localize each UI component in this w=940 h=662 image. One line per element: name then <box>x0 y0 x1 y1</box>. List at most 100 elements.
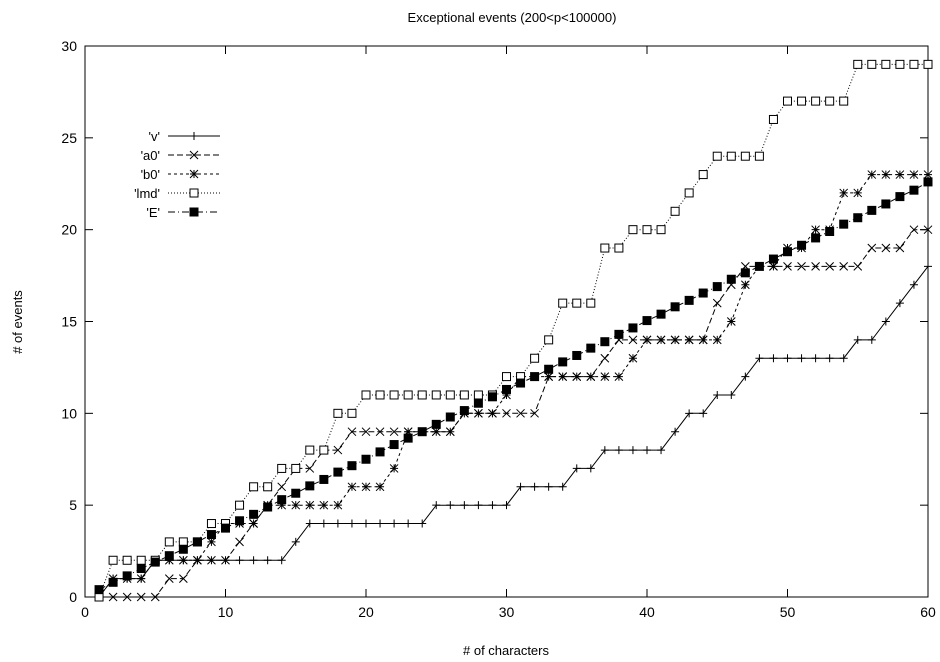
data-point <box>754 261 764 271</box>
data-point <box>459 390 469 400</box>
data-point <box>544 364 554 374</box>
data-point <box>600 446 609 455</box>
data-point <box>628 323 638 333</box>
y-tick-label: 20 <box>61 222 77 238</box>
data-point <box>277 556 286 565</box>
data-point <box>122 555 132 565</box>
data-point <box>502 408 511 418</box>
data-point <box>881 317 890 326</box>
data-point <box>136 555 146 565</box>
data-point <box>305 481 315 491</box>
data-point <box>825 96 835 106</box>
data-point <box>178 537 188 547</box>
legend-item: 'a0' <box>141 148 220 163</box>
legend-label: 'b0' <box>141 167 160 182</box>
data-point <box>249 482 259 492</box>
series-layer <box>94 59 933 602</box>
data-point <box>362 519 370 528</box>
data-point <box>487 392 497 402</box>
legend-label: 'v' <box>149 129 160 144</box>
data-point <box>474 408 483 418</box>
series-line <box>98 63 928 598</box>
data-point <box>628 353 638 363</box>
data-point <box>684 295 694 305</box>
x-tick-label: 30 <box>499 604 515 620</box>
data-point <box>164 551 174 561</box>
data-point <box>797 262 806 271</box>
legend-item: 'b0' <box>141 167 220 182</box>
series-4 <box>94 177 933 595</box>
legend-item: 'v' <box>149 129 220 144</box>
legend-label: 'E' <box>146 205 160 220</box>
data-point <box>924 262 932 271</box>
data-point <box>94 585 104 595</box>
data-point <box>698 335 708 345</box>
data-point <box>572 298 582 308</box>
data-point <box>347 408 357 418</box>
data-point <box>881 170 891 179</box>
data-point <box>502 501 511 510</box>
plot-axes: 0 10 20 30 40 50 60 0 5 10 15 20 25 30 <box>61 38 936 620</box>
data-point <box>867 205 877 215</box>
data-point <box>418 519 427 528</box>
data-point <box>389 427 399 437</box>
data-point <box>811 354 820 363</box>
data-point <box>530 408 539 418</box>
data-point <box>150 592 160 602</box>
data-point <box>206 519 216 529</box>
data-point <box>488 501 497 510</box>
x-tick-label: 50 <box>780 604 796 620</box>
data-point <box>530 372 540 382</box>
data-point <box>670 206 680 216</box>
data-point <box>909 185 919 195</box>
data-point <box>783 262 792 271</box>
data-point <box>881 59 891 69</box>
data-point <box>361 482 371 492</box>
chart-title: Exceptional events (200<p<100000) <box>408 10 617 25</box>
data-point <box>684 188 694 198</box>
data-point <box>94 592 104 602</box>
data-point <box>586 298 596 308</box>
data-point <box>164 574 174 583</box>
data-point <box>698 170 708 180</box>
data-point <box>572 464 581 473</box>
data-point <box>909 59 919 69</box>
data-point <box>389 440 399 450</box>
y-tick-label: 15 <box>61 314 77 330</box>
data-point <box>263 482 273 492</box>
data-point <box>417 390 427 400</box>
data-point <box>839 188 849 198</box>
data-point <box>853 213 863 223</box>
data-point <box>446 501 455 510</box>
data-point <box>189 207 199 217</box>
data-point <box>783 354 792 363</box>
data-point <box>122 571 132 581</box>
data-point <box>305 519 314 528</box>
data-point <box>783 96 792 106</box>
data-point <box>431 419 441 429</box>
x-tick-label: 60 <box>920 604 936 620</box>
data-point <box>895 59 905 69</box>
y-tick-label: 10 <box>61 405 77 421</box>
data-point <box>895 170 905 179</box>
data-point <box>474 501 483 510</box>
data-point <box>136 592 146 602</box>
data-point <box>726 151 736 161</box>
x-tick-label: 10 <box>218 604 234 620</box>
data-point <box>923 225 933 235</box>
data-point <box>558 298 568 308</box>
data-point <box>909 280 918 289</box>
data-point <box>347 427 357 437</box>
data-point <box>825 227 835 237</box>
data-point <box>614 329 624 339</box>
data-point <box>754 151 764 161</box>
data-point <box>459 406 469 416</box>
data-point <box>530 482 539 491</box>
y-tick-label: 30 <box>61 38 77 54</box>
data-point <box>189 188 199 198</box>
data-point <box>530 353 540 363</box>
data-point <box>614 372 624 381</box>
y-tick-label: 25 <box>61 130 77 146</box>
data-point <box>628 225 638 235</box>
data-point <box>347 482 357 492</box>
